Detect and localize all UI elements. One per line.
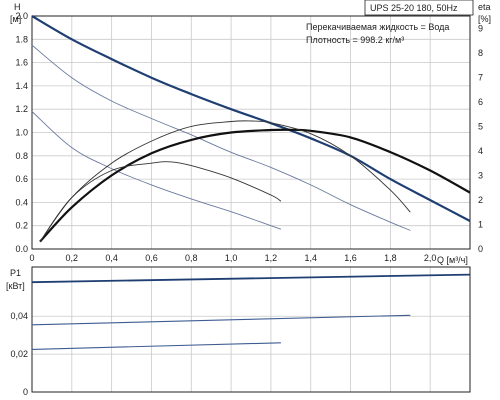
y-tick-label: 1.0 (15, 128, 28, 138)
y2-tick-label: 2 (478, 195, 483, 205)
annotation-fluid: Перекачиваемая жидкость = Вода (306, 22, 449, 32)
y2-axis-unit: [%] (478, 14, 491, 24)
y-tick-label: 1.4 (15, 81, 28, 91)
annotation-density: Плотность = 998.2 кг/м³ (306, 35, 404, 45)
y-tick-label: 0.2 (15, 221, 28, 231)
x-tick-label: 0,4 (105, 253, 118, 263)
y2-axis-label: eta (478, 2, 491, 12)
head-curve (31, 44, 411, 231)
x-tick-label: 1,0 (225, 253, 238, 263)
y2-tick-label: 9 (478, 23, 483, 33)
y2-tick-label: 5 (478, 121, 483, 131)
efficiency-curve (39, 120, 411, 242)
efficiency-curve (39, 161, 282, 242)
grid-layer (31, 15, 470, 393)
chart-title: UPS 25-20 180, 50Hz (370, 3, 458, 13)
x-tick-label: 0,2 (66, 253, 79, 263)
power-curve (31, 342, 281, 350)
p1-axis-label: P1 (10, 268, 21, 278)
x-tick-label: 2,0 (424, 253, 437, 263)
head-curve (31, 15, 471, 222)
y-tick-label: 0.6 (15, 174, 28, 184)
title-box (364, 0, 474, 16)
y2-tick-label: 6 (478, 97, 483, 107)
y-tick-label: 1.6 (15, 58, 28, 68)
x-tick-label: 0,6 (145, 253, 158, 263)
p1-tick-label: 0,04 (10, 311, 28, 321)
y2-tick-label: 1 (478, 219, 483, 229)
y-tick-label: 0.0 (15, 244, 28, 254)
x-tick-label: 0 (29, 253, 34, 263)
y2-tick-label: 4 (478, 146, 483, 156)
tick-layer: 0 0,2 0,4 0,6 0,8 1,0 1,2 1,4 1,6 1,8 2,0 0.0 0.2 0.4… (10, 11, 483, 397)
y2-tick-label: 3 (478, 170, 483, 180)
power-curve (31, 314, 411, 326)
y-tick-label: 1.8 (15, 34, 28, 44)
y-axis-unit: [м] (10, 14, 21, 24)
x-tick-label: 1,8 (384, 253, 397, 263)
y2-tick-label: 7 (478, 72, 483, 82)
y-tick-label: 2.0 (15, 11, 28, 21)
y-tick-label: 0.8 (15, 151, 28, 161)
y-tick-label: 1.2 (15, 104, 28, 114)
x-tick-label: 1,2 (265, 253, 278, 263)
y2-tick-label: 0 (478, 244, 483, 254)
y-tick-label: 0.4 (15, 197, 28, 207)
p1-axis-unit: [кВт] (6, 281, 25, 291)
y-axis-label: H (14, 2, 21, 12)
x-axis-label: Q [м³/ч] (437, 255, 468, 265)
x-tick-label: 1,6 (344, 253, 357, 263)
x-tick-label: 1,4 (304, 253, 317, 263)
head-curve (31, 111, 282, 230)
lower-plot-frame (31, 266, 471, 393)
y2-tick-label: 8 (478, 48, 483, 58)
p1-tick-label: 0 (23, 387, 28, 397)
upper-plot-frame (31, 15, 471, 250)
p1-tick-label: 0,02 (10, 349, 28, 359)
efficiency-curve (39, 128, 471, 243)
series-layer (31, 15, 471, 350)
x-tick-label: 0,8 (185, 253, 198, 263)
power-curve (31, 273, 471, 284)
